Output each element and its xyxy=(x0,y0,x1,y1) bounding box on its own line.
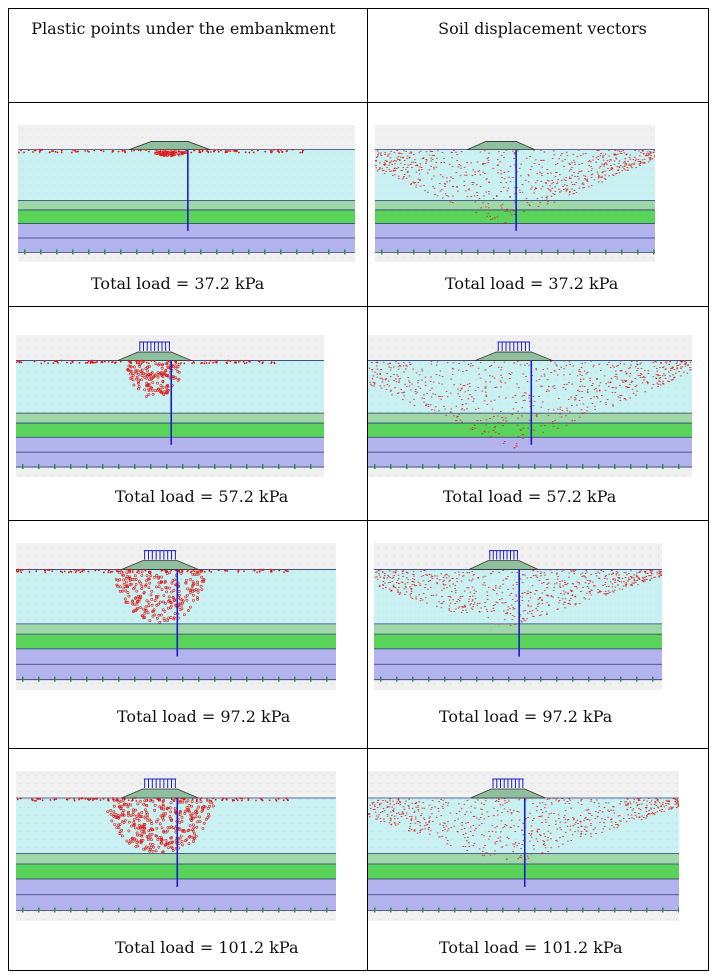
plastic-points-drawing-3 xyxy=(16,543,336,690)
plastic-points-drawing-1 xyxy=(18,125,355,262)
displacement-drawing-1 xyxy=(375,125,655,262)
row-divider-header xyxy=(9,102,708,103)
caption-displacement-3: Total load = 97.2 kPa xyxy=(439,707,613,726)
caption-plastic-1: Total load = 37.2 kPa xyxy=(91,274,265,293)
header-plastic-points: Plastic points under the embankment xyxy=(31,19,336,38)
caption-plastic-4: Total load = 101.2 kPa xyxy=(115,938,299,957)
column-divider xyxy=(367,9,368,970)
displacement-figure-1 xyxy=(375,125,655,262)
caption-plastic-2: Total load = 57.2 kPa xyxy=(115,487,289,506)
header-displacement-vectors: Soil displacement vectors xyxy=(438,19,647,38)
results-table: Plastic points under the embankment Soil… xyxy=(8,8,709,971)
row-divider-1 xyxy=(9,306,708,307)
plastic-points-drawing-4 xyxy=(16,771,336,921)
displacement-drawing-3 xyxy=(374,543,662,690)
plastic-points-figure-2 xyxy=(16,335,324,477)
row-divider-2 xyxy=(9,520,708,521)
displacement-figure-2 xyxy=(368,335,692,477)
caption-plastic-3: Total load = 97.2 kPa xyxy=(117,707,291,726)
row-divider-3 xyxy=(9,748,708,749)
plastic-points-drawing-2 xyxy=(16,335,324,477)
displacement-drawing-2 xyxy=(368,335,692,477)
plastic-points-figure-3 xyxy=(16,543,336,690)
displacement-figure-4 xyxy=(368,771,679,921)
caption-displacement-4: Total load = 101.2 kPa xyxy=(439,938,623,957)
caption-displacement-1: Total load = 37.2 kPa xyxy=(445,274,619,293)
plastic-points-figure-1 xyxy=(18,125,355,262)
displacement-figure-3 xyxy=(374,543,662,690)
displacement-drawing-4 xyxy=(368,771,679,921)
caption-displacement-2: Total load = 57.2 kPa xyxy=(443,487,617,506)
plastic-points-figure-4 xyxy=(16,771,336,921)
